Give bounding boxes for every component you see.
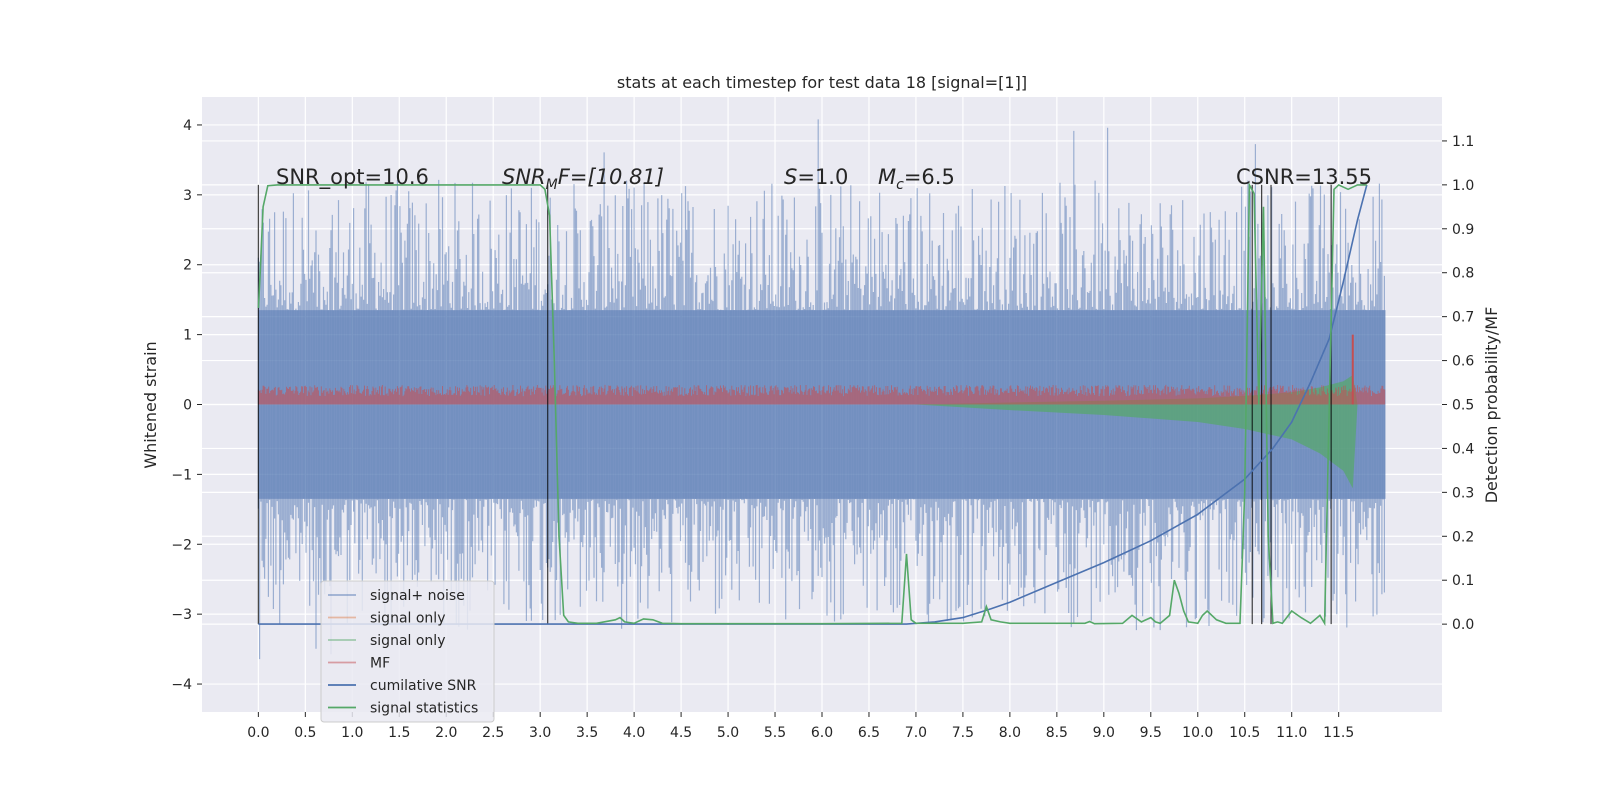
y-tick-label: −2 — [171, 537, 192, 553]
legend-label: signal+ noise — [370, 588, 465, 604]
y-tick-label: −3 — [171, 607, 192, 623]
y-tick-label: 0 — [183, 398, 192, 414]
x-tick-label: 2.5 — [482, 725, 504, 741]
y2-tick-label: 0.4 — [1452, 441, 1474, 457]
legend-box — [320, 580, 495, 723]
y2-axis-label: Detection probability/MF — [1482, 307, 1501, 504]
annotation-mc-value: =6.5 — [904, 165, 955, 189]
legend-label: signal statistics — [370, 701, 478, 717]
x-tick-label: 11.0 — [1276, 725, 1307, 741]
x-tick-label: 6.0 — [811, 725, 833, 741]
y2-tick-label: 0.8 — [1452, 266, 1474, 282]
x-tick-label: 0.0 — [247, 725, 269, 741]
annotation-mc: Mc=6.5 — [878, 165, 955, 193]
plot-area — [257, 119, 1386, 660]
annotation-csnr: CSNR=13.55 — [1236, 165, 1372, 189]
annotation-snr-mf: SNRMF=[10.81] — [502, 165, 664, 193]
x-tick-label: 1.0 — [341, 725, 363, 741]
y-tick-label: −4 — [171, 677, 192, 693]
y2-tick-label: 0.5 — [1452, 398, 1474, 414]
x-tick-label: 5.0 — [717, 725, 739, 741]
x-tick-label: 2.0 — [435, 725, 457, 741]
legend-label: signal only — [370, 611, 445, 627]
y-axis-left: −4 −3 −2 −1 0 1 2 3 4 — [171, 118, 202, 693]
x-tick-label: 4.5 — [670, 725, 692, 741]
signal-statistics-line — [257, 181, 1367, 627]
x-tick-label: 10.0 — [1182, 725, 1213, 741]
x-tick-label: 3.0 — [529, 725, 551, 741]
x-tick-label: 0.5 — [294, 725, 316, 741]
annotation-mc-sub: c — [896, 177, 904, 193]
y-tick-label: 4 — [183, 118, 192, 134]
legend-label: MF — [370, 656, 390, 672]
x-tick-label: 9.5 — [1140, 725, 1162, 741]
x-axis: 0.0 0.5 1.0 1.5 2.0 2.5 3.0 3.5 4.0 4.5 5.0 5.5 6.0 6… — [247, 712, 1354, 741]
y-tick-label: 2 — [183, 258, 192, 274]
y2-tick-label: 0.2 — [1452, 529, 1474, 545]
y2-tick-label: 1.1 — [1452, 134, 1474, 150]
x-tick-label: 4.0 — [623, 725, 645, 741]
y2-tick-label: 0.1 — [1452, 573, 1474, 589]
y-tick-label: −1 — [171, 467, 192, 483]
series-group — [257, 119, 1386, 660]
x-tick-label: 3.5 — [576, 725, 598, 741]
y2-tick-label: 1.0 — [1452, 178, 1474, 194]
x-tick-label: 9.0 — [1093, 725, 1115, 741]
y-axis-right: 0.0 0.1 0.2 0.3 0.4 0.5 0.6 0.7 0.8 0.9 1.0 1.1 — [1442, 134, 1474, 633]
legend: signal+ noise signal only signal only MF cum… — [320, 580, 495, 723]
y2-tick-label: 0.9 — [1452, 222, 1474, 238]
x-tick-label: 8.5 — [1046, 725, 1068, 741]
legend-label: signal only — [370, 633, 445, 649]
annotation-mc-italic: M — [878, 165, 896, 189]
x-tick-label: 11.5 — [1323, 725, 1354, 741]
y-tick-label: 1 — [183, 328, 192, 344]
x-tick-label: 1.5 — [388, 725, 410, 741]
x-tick-label: 6.5 — [858, 725, 880, 741]
annotation-snr-mf-sub: M — [546, 177, 558, 193]
chart-title: stats at each timestep for test data 18 … — [617, 73, 1027, 92]
annotation-snr-mf-main: SNR — [502, 165, 546, 189]
x-tick-label: 8.0 — [999, 725, 1021, 741]
x-tick-label: 7.5 — [952, 725, 974, 741]
annotation-s-value: =1.0 — [797, 165, 848, 189]
legend-label: cumilative SNR — [370, 678, 477, 694]
y2-tick-label: 0.7 — [1452, 310, 1474, 326]
x-tick-label: 5.5 — [764, 725, 786, 741]
x-tick-label: 10.5 — [1229, 725, 1260, 741]
annotation-s: S=1.0 — [784, 165, 848, 189]
y-tick-label: 3 — [183, 188, 192, 204]
y2-tick-label: 0.6 — [1452, 354, 1474, 370]
annotation-snr-mf-f: F=[10.81] — [558, 165, 664, 189]
annotation-s-italic: S — [784, 165, 797, 189]
x-tick-label: 7.0 — [905, 725, 927, 741]
annotation-snr-opt: SNR_opt=10.6 — [276, 165, 429, 190]
y2-tick-label: 0.3 — [1452, 485, 1474, 501]
y-axis-label: Whitened strain — [141, 341, 160, 468]
y2-tick-label: 0.0 — [1452, 617, 1474, 633]
